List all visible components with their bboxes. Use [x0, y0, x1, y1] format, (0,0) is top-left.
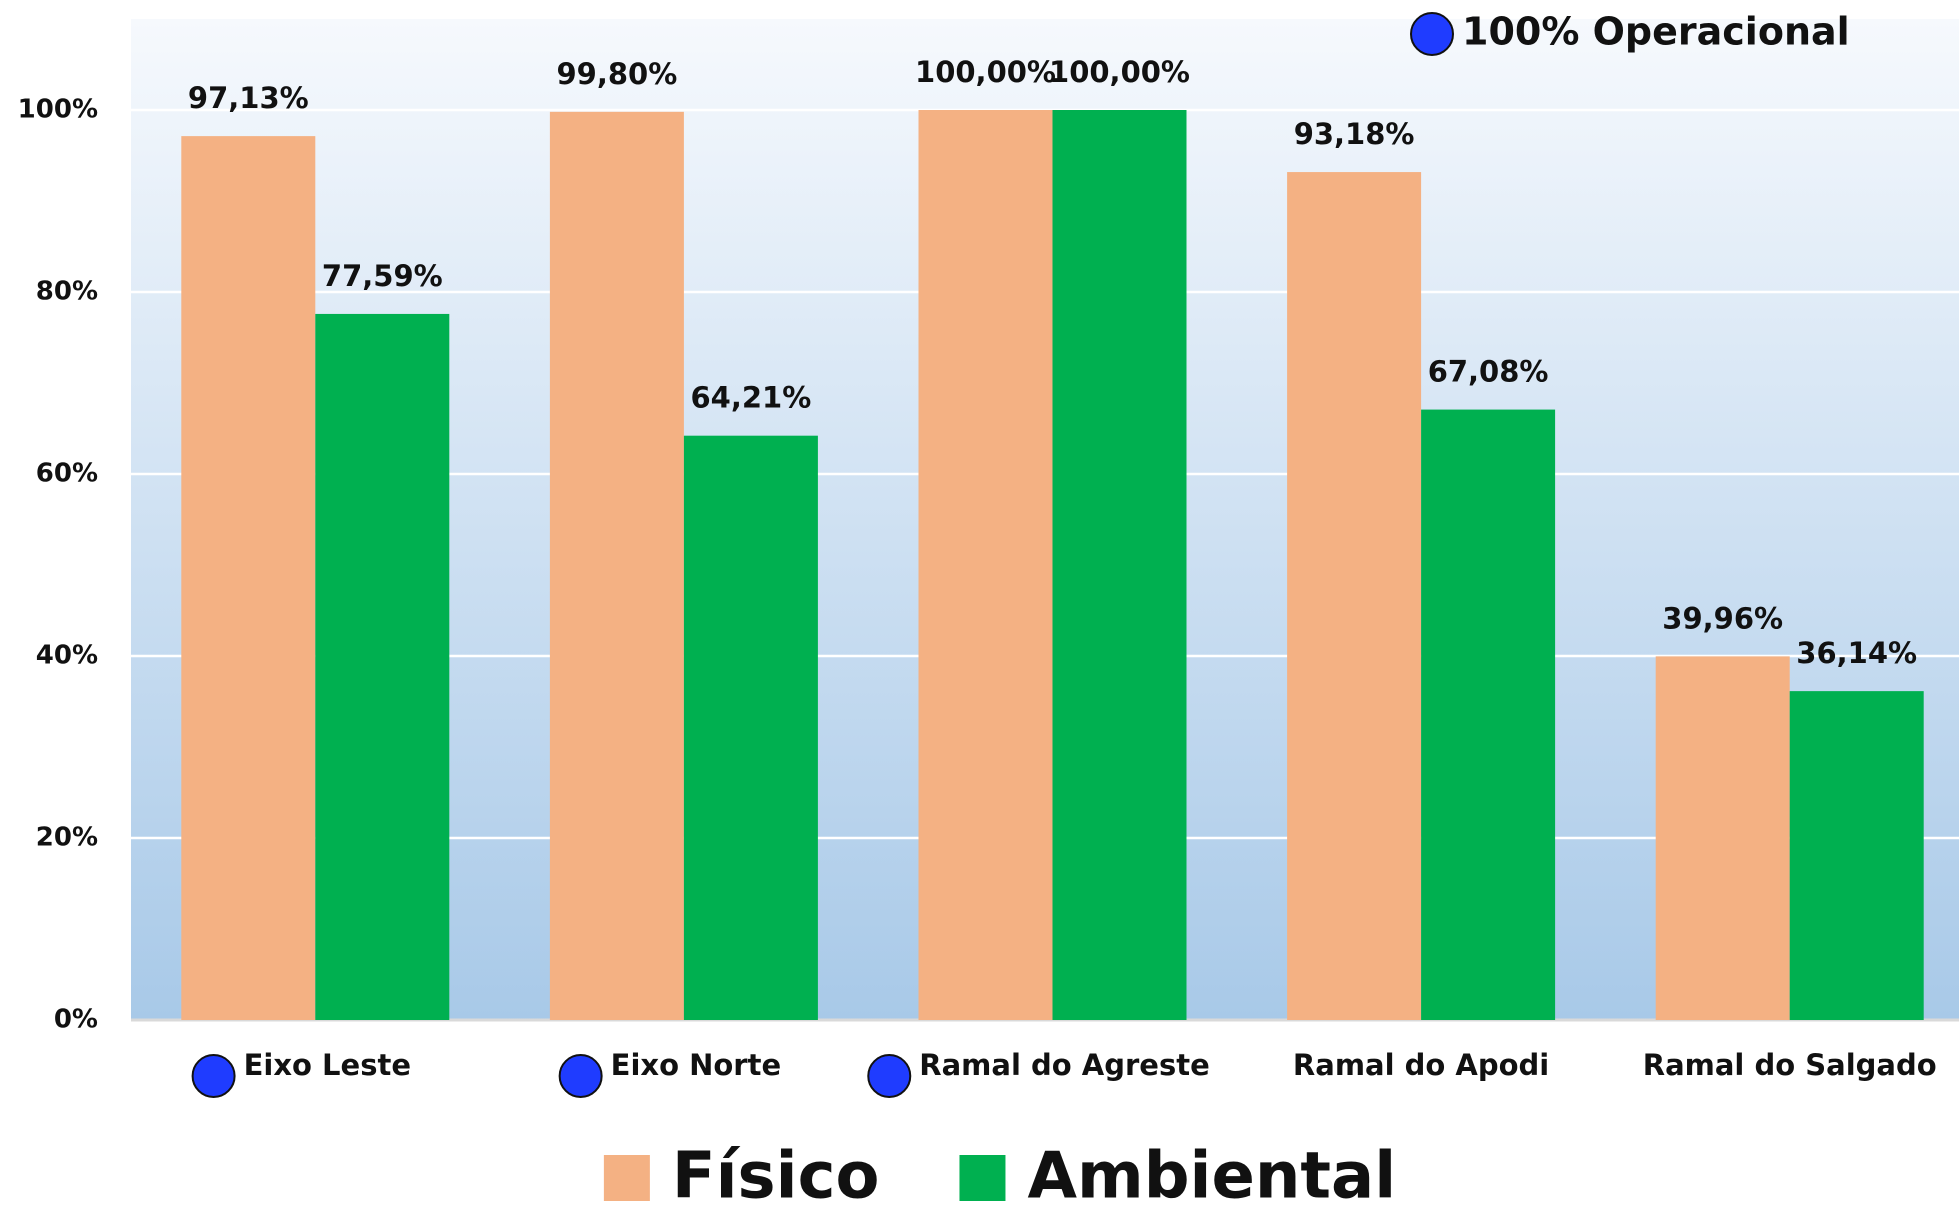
value-label: 64,21%: [691, 381, 812, 415]
bar: [549, 111, 684, 1020]
value-label: 36,14%: [1796, 636, 1917, 670]
bar: [1789, 691, 1924, 1020]
value-label: 93,18%: [1294, 117, 1415, 151]
legend-swatch: [959, 1155, 1006, 1201]
x-tick-label: Eixo Norte: [611, 1048, 782, 1082]
y-tick-label: 100%: [18, 95, 98, 125]
y-tick-label: 0%: [54, 1005, 98, 1035]
x-tick-label: Ramal do Salgado: [1643, 1048, 1937, 1082]
operational-marker: [1410, 12, 1454, 56]
value-label: 67,08%: [1428, 355, 1549, 389]
bar: [1655, 656, 1790, 1020]
annotation-text: 100% Operacional: [1462, 10, 1850, 54]
x-tick-label: Ramal do Agreste: [919, 1048, 1209, 1082]
bar: [315, 313, 450, 1020]
bar: [918, 110, 1053, 1020]
operational-marker: [191, 1054, 236, 1098]
value-label: 97,13%: [188, 81, 309, 115]
bar: [1287, 172, 1422, 1020]
bar: [683, 435, 818, 1021]
y-tick-label: 60%: [36, 459, 98, 489]
value-label: 39,96%: [1662, 601, 1783, 635]
bar: [181, 136, 316, 1020]
value-label: 77,59%: [322, 259, 443, 293]
bar: [1421, 409, 1556, 1020]
value-label: 100,00%: [1049, 55, 1190, 89]
y-tick-label: 40%: [36, 641, 98, 671]
x-tick-label: Ramal do Apodi: [1293, 1048, 1549, 1082]
x-tick-label: Eixo Leste: [244, 1048, 411, 1082]
operational-marker: [867, 1054, 912, 1098]
operational-marker: [558, 1054, 603, 1098]
y-tick-label: 20%: [36, 823, 98, 853]
bar: [1052, 110, 1187, 1020]
value-label: 99,80%: [557, 57, 678, 91]
legend-swatch: [603, 1155, 650, 1201]
legend-label: Físico: [672, 1140, 880, 1208]
value-label: 100,00%: [915, 55, 1056, 89]
legend-label: Ambiental: [1027, 1140, 1396, 1208]
y-tick-label: 80%: [36, 277, 98, 307]
